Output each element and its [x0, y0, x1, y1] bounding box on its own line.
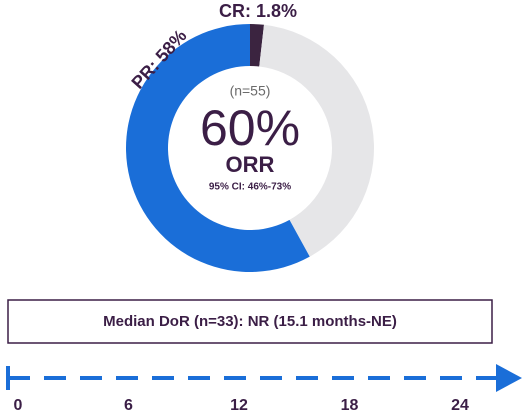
x-tick-label: 12 — [230, 397, 248, 414]
confidence-interval: 95% CI: 46%-73% — [209, 182, 291, 193]
sample-size: (n=55) — [230, 83, 271, 99]
dor-text: Median DoR (n=33): NR (15.1 months-NE) — [103, 313, 397, 330]
center-label: ORR — [226, 152, 275, 177]
donut-segment — [259, 24, 374, 257]
dor-box — [7, 299, 493, 344]
segment-label: CR: 1.8% — [219, 1, 297, 21]
x-tick-label: 0 — [14, 397, 23, 414]
donut-segment — [125, 24, 310, 272]
center-value: 60% — [200, 100, 300, 156]
timeline-arrow — [496, 364, 522, 392]
donut-segment — [250, 24, 264, 67]
x-tick-label: 24 — [451, 397, 469, 414]
x-tick-label: 18 — [341, 397, 359, 414]
x-tick-label: 6 — [124, 397, 133, 414]
